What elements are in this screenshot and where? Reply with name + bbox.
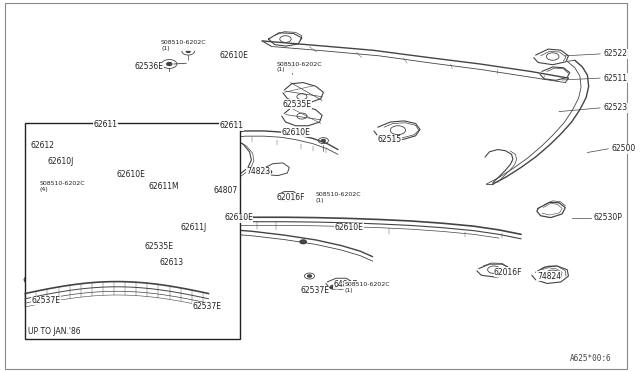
Text: 62535E: 62535E: [144, 242, 173, 251]
Text: 62610E: 62610E: [220, 51, 249, 60]
Text: S08510-6202C
(1): S08510-6202C (1): [161, 40, 207, 51]
Text: 62537E: 62537E: [193, 302, 221, 311]
Text: UP TO JAN.'86: UP TO JAN.'86: [28, 327, 81, 336]
Text: 62523: 62523: [603, 103, 627, 112]
Text: 62610E: 62610E: [281, 128, 310, 137]
Text: S08510-6202C
(1): S08510-6202C (1): [344, 282, 390, 293]
Circle shape: [186, 50, 190, 52]
Text: 62500: 62500: [611, 144, 636, 153]
Text: 62522: 62522: [603, 49, 627, 58]
Text: 62537E: 62537E: [31, 296, 61, 305]
Text: 62612: 62612: [30, 141, 54, 150]
Text: 62530P: 62530P: [594, 213, 623, 222]
Circle shape: [156, 243, 161, 246]
Circle shape: [290, 65, 294, 67]
Text: 62536E: 62536E: [134, 62, 164, 71]
Text: 62511: 62511: [603, 74, 627, 83]
Text: 62535E: 62535E: [283, 100, 312, 109]
Circle shape: [194, 303, 198, 305]
Circle shape: [321, 140, 325, 142]
Text: 62515: 62515: [378, 135, 402, 144]
Circle shape: [169, 263, 174, 266]
Text: 62610E: 62610E: [335, 223, 364, 232]
Text: 62016F: 62016F: [276, 193, 305, 202]
Circle shape: [44, 181, 47, 183]
Circle shape: [167, 62, 172, 65]
Circle shape: [308, 275, 312, 277]
Text: S08510-6202C
(1): S08510-6202C (1): [316, 192, 362, 203]
Text: 62610E: 62610E: [224, 213, 253, 222]
Text: S08510-6202C
(4): S08510-6202C (4): [39, 181, 84, 192]
Bar: [25, 123, 240, 339]
Text: 62611J: 62611J: [180, 223, 206, 232]
Text: 64807: 64807: [214, 186, 237, 195]
Text: 74823: 74823: [246, 167, 271, 176]
Circle shape: [330, 285, 337, 289]
Circle shape: [266, 170, 271, 174]
Circle shape: [190, 227, 195, 230]
Circle shape: [300, 240, 307, 244]
Text: 74824: 74824: [537, 272, 561, 280]
Text: 62611: 62611: [220, 121, 244, 130]
Text: 62611M: 62611M: [148, 182, 179, 191]
Text: 62016F: 62016F: [494, 268, 522, 277]
Text: A625*00:6: A625*00:6: [570, 354, 611, 363]
Text: S08510-6202C
(1): S08510-6202C (1): [276, 61, 323, 73]
Text: 62611: 62611: [93, 120, 118, 129]
Text: 62610J: 62610J: [47, 157, 74, 166]
Text: 62613: 62613: [159, 258, 183, 267]
Text: 62610E: 62610E: [117, 170, 146, 179]
Text: 64807: 64807: [333, 280, 358, 289]
Text: 62537E: 62537E: [300, 286, 329, 295]
